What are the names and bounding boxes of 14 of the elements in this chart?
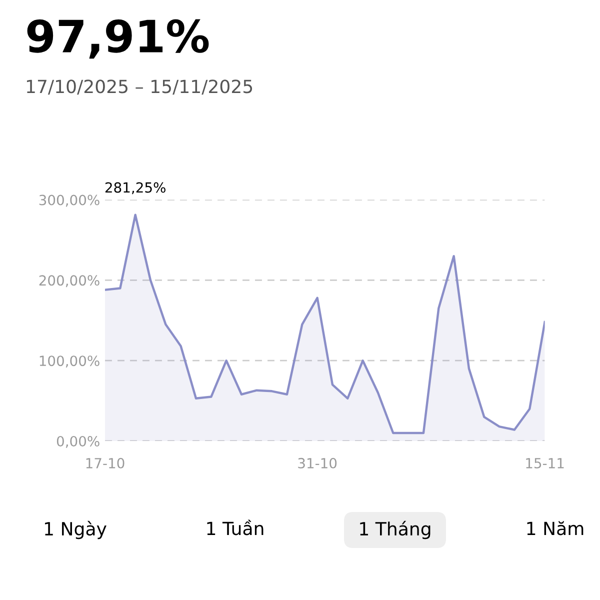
y-tick-label: 200,00%: [39, 275, 100, 288]
annotation: 281,25%: [105, 182, 166, 194]
y-tick-label: 0,00%: [56, 436, 100, 448]
x-tick-label: 31-10: [298, 458, 337, 468]
x-tick-label: 17-10: [86, 458, 124, 468]
x-tick-label: 15-11: [526, 458, 564, 468]
text: 1 Năm: [527, 521, 584, 536]
chart-title: 97,91%: [27, 19, 209, 59]
text: 1 Tháng: [360, 520, 430, 540]
chart-subtitle: 17/10/2025 – 15/11/2025: [26, 80, 252, 95]
text: 1 Ngày: [45, 520, 106, 540]
y-tick-label: 100,00%: [40, 356, 100, 368]
y-tick-label: 300,00%: [39, 194, 100, 207]
text: 1 Tuần: [207, 520, 264, 536]
